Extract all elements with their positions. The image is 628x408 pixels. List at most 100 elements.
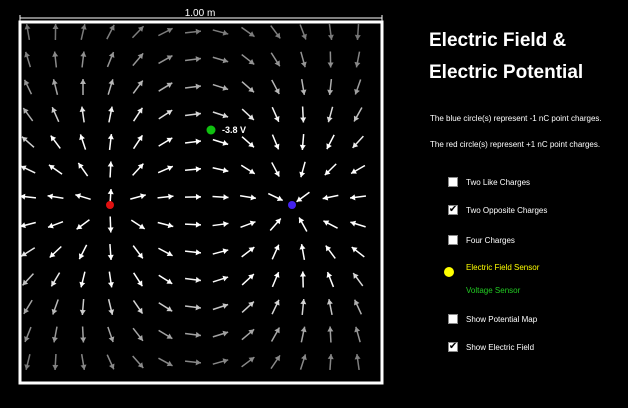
field-arrow-head xyxy=(52,364,59,370)
positive-charge[interactable] xyxy=(106,201,114,209)
field-arrow-head xyxy=(166,27,173,34)
field-arrow-head xyxy=(195,111,201,118)
field-arrow-head xyxy=(249,220,256,227)
field-arrow-head xyxy=(351,168,357,174)
option-two-like-charges[interactable]: Two Like Charges xyxy=(448,177,530,187)
efield-sensor-label[interactable]: Electric Field Sensor xyxy=(466,263,540,272)
field-arrow-head xyxy=(248,59,255,65)
field-arrow-head xyxy=(52,24,59,30)
field-arrow-head xyxy=(248,301,254,308)
field-arrow-head xyxy=(137,80,143,87)
field-arrow-head xyxy=(195,83,201,90)
field-arrow-head xyxy=(137,26,144,32)
field-arrow-head xyxy=(248,141,254,148)
field-arrow-head xyxy=(222,303,229,309)
option-label: Two Like Charges xyxy=(466,177,531,187)
field-arrow-head xyxy=(354,88,360,95)
field-arrow-head xyxy=(51,107,58,113)
option-four-charges[interactable]: Four Charges xyxy=(448,235,515,245)
field-arrow-head xyxy=(20,222,26,229)
field-arrow-head xyxy=(195,359,201,366)
field-arrow-head xyxy=(326,272,333,278)
field-arrow-head xyxy=(222,140,229,146)
field-arrow-head xyxy=(273,272,280,278)
field-arrow-head xyxy=(248,274,254,280)
field-arrow-head xyxy=(166,110,173,116)
field-arrow-head xyxy=(78,162,84,169)
field-arrow-head xyxy=(137,362,144,368)
field-arrow-head xyxy=(107,282,114,288)
option-label: Show Electric Field xyxy=(466,342,535,352)
field-arrow-head xyxy=(248,247,255,253)
field-arrow-head xyxy=(222,167,229,174)
field-arrow-head xyxy=(166,278,173,284)
field-arrow-head xyxy=(195,276,201,283)
field-arrow-head xyxy=(50,135,57,142)
field-arrow-head xyxy=(222,358,229,365)
option-show-potential-map[interactable]: Show Potential Map xyxy=(448,314,537,324)
field-arrow-head xyxy=(109,363,115,370)
field-arrow-head xyxy=(79,106,86,112)
field-arrow-head xyxy=(248,86,255,93)
field-arrow-head xyxy=(166,333,173,339)
field-arrow-head xyxy=(353,115,360,122)
field-arrow-head xyxy=(137,163,144,170)
field-arrow-head xyxy=(327,354,334,360)
field-arrow-head xyxy=(300,61,307,68)
field-arrows xyxy=(19,23,367,371)
field-arrow-head xyxy=(301,33,307,40)
field-arrow-head xyxy=(326,116,333,123)
field-arrow-head xyxy=(274,327,280,334)
efield-sensor-dot[interactable] xyxy=(444,267,454,277)
checkbox-two-like-charges[interactable] xyxy=(448,177,458,187)
field-arrow-head xyxy=(274,60,280,67)
field-arrow-head xyxy=(274,170,280,177)
field-arrow-head xyxy=(352,142,359,148)
field-canvas[interactable] xyxy=(0,0,400,408)
field-arrow-head xyxy=(24,336,30,342)
field-arrow-head xyxy=(327,34,334,40)
field-arrow-head xyxy=(351,247,358,253)
option-two-opposite-charges[interactable]: ✔ Two Opposite Charges xyxy=(448,205,547,215)
field-arrow-head xyxy=(300,117,307,123)
field-arrow-head xyxy=(222,57,229,64)
field-arrow-head xyxy=(300,299,307,305)
field-arrow-head xyxy=(137,335,143,341)
field-arrow-head xyxy=(250,194,256,201)
checkbox-show-electric-field[interactable]: ✔ xyxy=(448,341,458,352)
field-arrow-head xyxy=(48,222,54,229)
option-label: Four Charges xyxy=(466,235,515,245)
field-arrow-head xyxy=(80,24,87,30)
checkbox-four-charges[interactable] xyxy=(448,235,458,245)
field-arrow-head xyxy=(301,354,307,361)
field-arrow-head xyxy=(79,134,85,141)
voltage-probe[interactable] xyxy=(206,125,216,135)
field-arrow-head xyxy=(49,251,56,258)
field-arrow-head xyxy=(108,79,115,85)
field-arrow-head xyxy=(108,52,115,58)
field-arrow-head xyxy=(140,193,146,200)
field-arrow-head xyxy=(80,51,87,57)
field-arrow-head xyxy=(222,248,229,255)
negative-charge[interactable] xyxy=(288,201,296,209)
field-arrow-head xyxy=(222,29,229,36)
field-arrow-head xyxy=(24,51,30,58)
checkbox-two-opposite-charges[interactable]: ✔ xyxy=(448,204,458,215)
field-arrow-head xyxy=(166,55,173,61)
field-arrow-head xyxy=(107,227,114,233)
field-arrow-head xyxy=(195,56,201,63)
option-show-electric-field[interactable]: ✔ Show Electric Field xyxy=(448,342,534,352)
field-arrow-head xyxy=(223,221,229,228)
field-arrow-head xyxy=(51,308,58,315)
checkbox-show-potential-map[interactable] xyxy=(448,314,458,324)
field-arrow-head xyxy=(24,24,31,30)
voltage-sensor-label[interactable]: Voltage Sensor xyxy=(466,286,521,295)
field-arrow-head xyxy=(248,329,255,335)
field-arrow-head xyxy=(137,107,143,114)
field-arrow-head xyxy=(22,136,28,143)
field-arrow-head xyxy=(51,280,57,287)
field-arrow-head xyxy=(108,106,115,113)
field-arrow-head xyxy=(248,357,255,363)
field-arrow-head xyxy=(80,364,87,370)
field-arrow-head xyxy=(107,254,114,260)
